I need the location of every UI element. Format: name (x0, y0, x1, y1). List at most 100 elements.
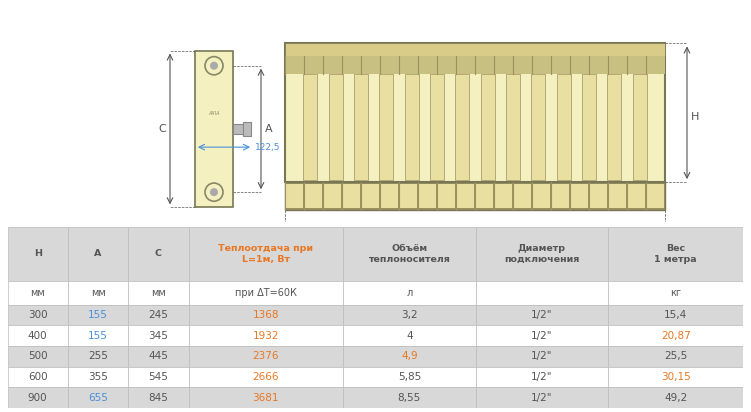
Text: 4,9: 4,9 (401, 351, 418, 361)
Text: 25,5: 25,5 (664, 351, 687, 361)
Bar (571, 184, 588, 208)
Bar (68, 367, 128, 387)
Text: 300: 300 (28, 310, 47, 320)
Bar (68, 387, 128, 408)
Bar (582, 74, 596, 180)
Bar (343, 227, 475, 281)
Text: 255: 255 (88, 351, 108, 361)
Bar (343, 325, 475, 346)
Bar (128, 387, 189, 408)
Bar (8, 304, 68, 325)
Text: Вес
1 метра: Вес 1 метра (654, 244, 697, 264)
Text: 3,2: 3,2 (401, 310, 418, 320)
Bar (608, 304, 743, 325)
Text: 1/2": 1/2" (531, 393, 553, 403)
Bar (532, 74, 545, 180)
Bar (475, 367, 608, 387)
Text: 545: 545 (149, 372, 168, 382)
Bar (233, 124, 245, 134)
Bar (128, 367, 189, 387)
Text: 355: 355 (88, 372, 108, 382)
Bar (285, 44, 665, 56)
Bar (495, 184, 512, 208)
Text: L: L (472, 229, 478, 239)
Circle shape (210, 62, 218, 70)
Text: 155: 155 (88, 310, 108, 320)
Text: Объём
теплоносителя: Объём теплоносителя (369, 244, 451, 264)
Bar (128, 325, 189, 346)
Bar (68, 325, 128, 346)
Bar (189, 281, 343, 304)
Text: 30,15: 30,15 (661, 372, 691, 382)
Bar (506, 74, 520, 180)
Bar (400, 184, 417, 208)
Text: 445: 445 (149, 351, 168, 361)
Text: 4: 4 (406, 330, 412, 341)
Text: 49,2: 49,2 (664, 393, 687, 403)
Bar (305, 184, 322, 208)
Bar (608, 346, 743, 367)
Bar (68, 304, 128, 325)
Text: 122,5: 122,5 (255, 143, 281, 152)
Bar (128, 227, 189, 281)
Bar (608, 227, 743, 281)
Text: 2666: 2666 (252, 372, 279, 382)
Text: 20,87: 20,87 (661, 330, 691, 341)
Circle shape (210, 188, 218, 196)
Text: мм: мм (91, 288, 105, 298)
Bar (343, 184, 360, 208)
Text: мм: мм (151, 288, 166, 298)
Bar (285, 56, 665, 74)
Bar (430, 74, 444, 180)
Text: H: H (34, 249, 42, 258)
Bar (128, 346, 189, 367)
Bar (533, 184, 550, 208)
Bar (8, 227, 68, 281)
Bar (195, 51, 233, 207)
Bar (285, 44, 665, 182)
Bar (609, 184, 626, 208)
Bar (608, 367, 743, 387)
Bar (189, 304, 343, 325)
Bar (475, 325, 608, 346)
Bar (556, 74, 571, 180)
Bar (298, 236, 493, 262)
Text: 1368: 1368 (252, 310, 279, 320)
Bar (608, 325, 743, 346)
Bar (632, 74, 647, 180)
Bar (324, 184, 341, 208)
Bar (381, 184, 398, 208)
Bar (329, 74, 342, 180)
Bar (323, 225, 339, 233)
Bar (68, 281, 128, 304)
Bar (455, 74, 469, 180)
Bar (419, 184, 436, 208)
Bar (590, 184, 607, 208)
Text: 600: 600 (28, 372, 47, 382)
Bar (189, 346, 343, 367)
Bar (303, 74, 318, 180)
Text: 2376: 2376 (252, 351, 279, 361)
Bar (476, 184, 493, 208)
Bar (286, 184, 303, 208)
Bar (457, 184, 474, 208)
Bar (628, 184, 645, 208)
Bar (608, 387, 743, 408)
Text: C: C (155, 249, 162, 258)
Text: A: A (265, 124, 273, 134)
Bar (647, 184, 664, 208)
Text: 3681: 3681 (252, 393, 279, 403)
Bar (496, 236, 652, 262)
Text: 155: 155 (88, 330, 108, 341)
Text: 345: 345 (149, 330, 168, 341)
Text: Теплоотдача при
L=1м, Вт: Теплоотдача при L=1м, Вт (219, 244, 313, 264)
Bar (481, 74, 495, 180)
Bar (8, 346, 68, 367)
Bar (189, 387, 343, 408)
Bar (189, 325, 343, 346)
Text: A: A (95, 249, 101, 258)
Bar (475, 227, 608, 281)
Text: 8,55: 8,55 (398, 393, 421, 403)
Bar (343, 304, 475, 325)
Text: 245: 245 (149, 310, 168, 320)
